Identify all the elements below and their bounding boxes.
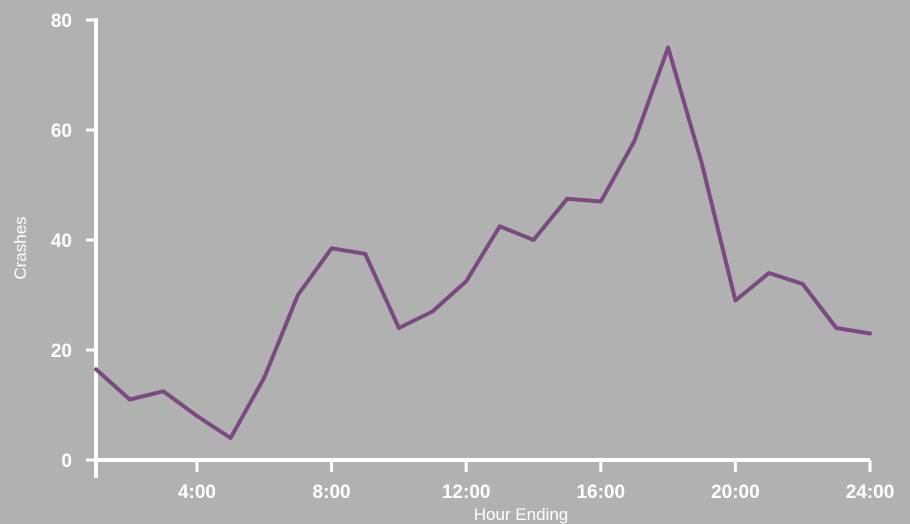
x-tick-labels: 4:00 8:00 12:00 16:00 20:00 24:00 bbox=[178, 482, 894, 503]
x-tick-label: 20:00 bbox=[711, 482, 760, 503]
y-axis-title: Crashes bbox=[11, 216, 30, 279]
series-layer bbox=[94, 45, 872, 440]
y-tick-label: 40 bbox=[51, 231, 72, 252]
x-tick-label: 16:00 bbox=[576, 482, 625, 503]
x-tick-label: 8:00 bbox=[313, 482, 351, 503]
y-tick-label: 80 bbox=[51, 11, 72, 32]
x-tick-label: 12:00 bbox=[442, 482, 491, 503]
y-tick-label: 0 bbox=[61, 451, 72, 472]
series-line bbox=[94, 45, 872, 440]
x-tick-label: 4:00 bbox=[178, 482, 216, 503]
gridlines bbox=[86, 18, 845, 462]
y-tick-label: 60 bbox=[51, 121, 72, 142]
y-tick-label: 20 bbox=[51, 341, 72, 362]
y-tick-labels: 0 20 40 60 80 bbox=[51, 11, 72, 472]
x-axis-title: Hour Ending bbox=[474, 505, 569, 524]
axes bbox=[94, 18, 872, 478]
x-tick-label: 24:00 bbox=[846, 482, 895, 503]
